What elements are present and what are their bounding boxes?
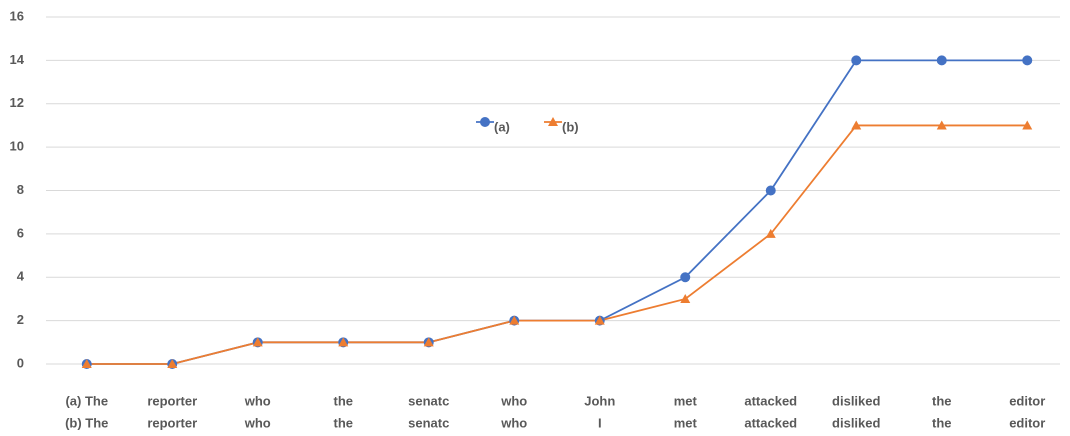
x-tick-label: senatc <box>408 415 449 430</box>
legend-marker <box>548 117 558 126</box>
y-tick-label: 0 <box>17 355 24 370</box>
x-tick-label: editor <box>1009 393 1045 408</box>
data-point <box>851 55 862 66</box>
x-tick-label: who <box>244 415 271 430</box>
data-point <box>936 120 947 130</box>
data-point <box>680 293 691 303</box>
data-point <box>1022 120 1033 130</box>
x-tick-label: who <box>500 393 527 408</box>
legend-label: (b) <box>562 119 579 134</box>
x-tick-label: met <box>674 415 698 430</box>
x-tick-label: John <box>584 393 615 408</box>
data-point <box>81 359 92 368</box>
data-point <box>851 120 862 130</box>
x-tick-label: senatc <box>408 393 449 408</box>
x-tick-label: editor <box>1009 415 1045 430</box>
y-tick-label: 6 <box>17 225 24 240</box>
x-tick-label: met <box>674 393 698 408</box>
data-point <box>765 185 776 196</box>
x-tick-label: who <box>500 415 527 430</box>
x-tick-label: disliked <box>832 415 880 430</box>
x-tick-label: (b) The <box>65 415 108 430</box>
y-tick-label: 12 <box>10 95 24 110</box>
x-tick-label: the <box>334 415 354 430</box>
legend-marker <box>480 117 490 127</box>
data-point <box>167 359 178 368</box>
series-line <box>86 124 1028 365</box>
legend-label: (a) <box>494 119 510 134</box>
series-line <box>86 59 1028 365</box>
y-tick-label: 16 <box>10 8 24 23</box>
y-tick-label: 4 <box>17 269 25 284</box>
y-tick-label: 14 <box>10 52 25 67</box>
x-tick-label: reporter <box>147 393 197 408</box>
x-tick-label: I <box>598 415 602 430</box>
y-tick-label: 8 <box>17 182 24 197</box>
x-tick-label: (a) The <box>65 393 108 408</box>
data-point <box>1022 55 1033 66</box>
data-point <box>594 315 605 325</box>
data-point <box>509 315 520 325</box>
data-point <box>765 228 776 238</box>
y-tick-label: 2 <box>17 312 24 327</box>
y-tick-label: 10 <box>10 139 24 154</box>
data-point <box>338 337 349 347</box>
x-tick-label: the <box>932 393 952 408</box>
x-tick-label: attacked <box>744 393 797 408</box>
data-point <box>252 337 263 347</box>
data-point <box>423 337 434 347</box>
x-tick-label: attacked <box>744 415 797 430</box>
x-tick-label: reporter <box>147 415 197 430</box>
x-tick-label: the <box>932 415 952 430</box>
x-tick-label: the <box>334 393 354 408</box>
x-tick-label: who <box>244 393 271 408</box>
data-point <box>680 272 691 283</box>
data-point <box>936 55 947 66</box>
x-tick-label: disliked <box>832 393 880 408</box>
